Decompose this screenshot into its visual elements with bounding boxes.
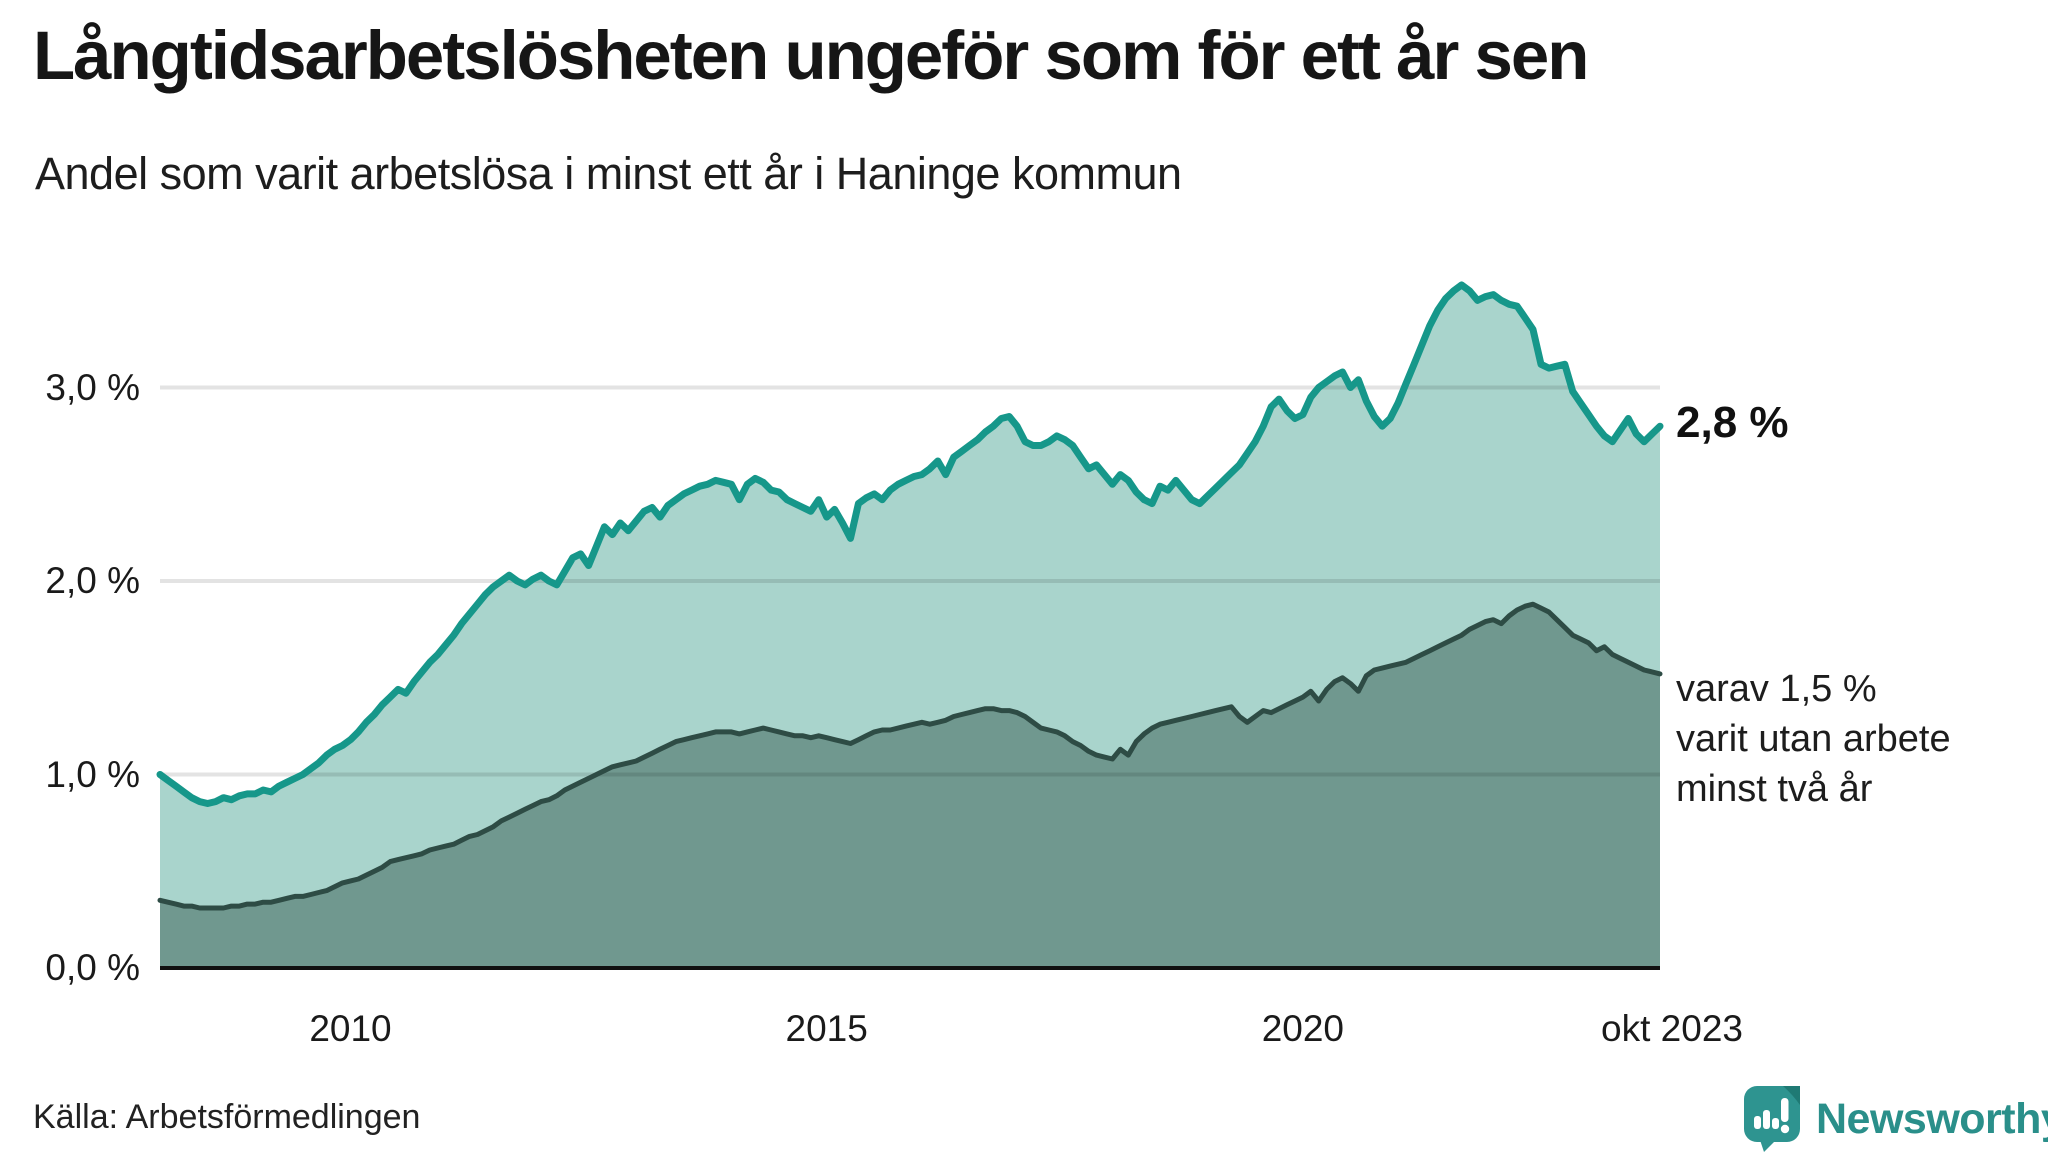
x-tick-label: 2015 bbox=[785, 1008, 868, 1049]
newsworthy-logo: Newsworthy bbox=[1743, 1085, 2048, 1152]
y-tick-label: 2,0 % bbox=[45, 560, 140, 601]
x-tick-label: 2020 bbox=[1261, 1008, 1344, 1049]
annotation-two-year-line: varit utan arbete bbox=[1676, 718, 1951, 760]
annotation-latest-total: 2,8 % bbox=[1676, 398, 1789, 447]
x-tick-label: 2010 bbox=[309, 1008, 392, 1049]
line-two-year bbox=[157, 601, 1663, 911]
annotation-two-year-line: varav 1,5 % bbox=[1676, 668, 1877, 710]
annotation-two-year-line: minst två år bbox=[1676, 768, 1873, 810]
area-two-year bbox=[160, 604, 1660, 968]
chart-title: Långtidsarbetslösheten ungeför som för e… bbox=[33, 17, 1589, 94]
newsworthy-speech-bubble-icon bbox=[1744, 1086, 1800, 1152]
source-line: Källa: Arbetsförmedlingen bbox=[33, 1098, 421, 1136]
line-total-longterm bbox=[156, 281, 1664, 807]
y-tick-label: 0,0 % bbox=[45, 947, 140, 988]
x-tick-label: okt 2023 bbox=[1601, 1008, 1743, 1049]
y-tick-label: 1,0 % bbox=[45, 753, 140, 795]
annotation-two-year: varav 1,5 % varit utan arbete minst två år bbox=[1676, 664, 1951, 814]
newsworthy-wordmark: Newsworthy bbox=[1816, 1094, 2048, 1143]
chart-subtitle: Andel som varit arbetslösa i minst ett å… bbox=[35, 148, 1182, 199]
y-tick-label: 3,0 % bbox=[45, 366, 140, 408]
gridlines bbox=[160, 385, 1660, 777]
